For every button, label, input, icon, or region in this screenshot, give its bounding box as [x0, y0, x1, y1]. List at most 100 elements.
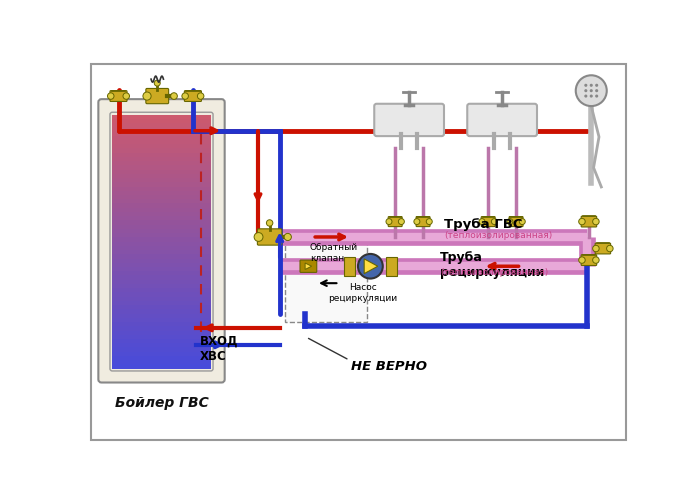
FancyBboxPatch shape [146, 88, 169, 104]
Circle shape [254, 233, 263, 242]
Bar [112, 288, 211, 293]
FancyBboxPatch shape [595, 243, 610, 254]
Bar [112, 238, 211, 242]
Text: (теплоизолированная): (теплоизолированная) [440, 268, 548, 277]
Circle shape [575, 75, 607, 106]
Circle shape [593, 257, 599, 263]
Text: Труба ГВС: Труба ГВС [444, 218, 522, 231]
Bar [112, 221, 211, 225]
Bar [112, 242, 211, 246]
Circle shape [595, 89, 598, 92]
Bar [112, 335, 211, 339]
Bar [112, 204, 211, 208]
FancyBboxPatch shape [258, 229, 282, 245]
Polygon shape [364, 259, 378, 273]
Bar [112, 271, 211, 276]
Bar [112, 263, 211, 267]
Circle shape [595, 94, 598, 98]
Bar [112, 165, 211, 170]
Bar [112, 208, 211, 213]
Circle shape [479, 219, 485, 225]
Circle shape [123, 93, 130, 99]
Circle shape [507, 219, 513, 225]
Bar [112, 115, 211, 119]
Circle shape [386, 219, 392, 225]
Bar [112, 191, 211, 196]
Bar [112, 174, 211, 179]
Text: ВХОД
ХВС: ВХОД ХВС [200, 335, 239, 363]
Text: Бойлер ГВС: Бойлер ГВС [115, 396, 209, 410]
FancyBboxPatch shape [509, 217, 523, 227]
Bar [112, 233, 211, 238]
Circle shape [584, 84, 587, 87]
FancyBboxPatch shape [581, 216, 596, 227]
Bar [112, 157, 211, 162]
Bar [112, 352, 211, 356]
Bar [112, 229, 211, 234]
FancyBboxPatch shape [98, 99, 225, 383]
Circle shape [579, 257, 585, 263]
Bar [112, 140, 211, 145]
Bar [112, 250, 211, 254]
Circle shape [414, 219, 420, 225]
Circle shape [579, 219, 585, 225]
Bar [112, 254, 211, 259]
Text: Обратный
клапан: Обратный клапан [310, 243, 358, 262]
Bar [112, 318, 211, 322]
FancyBboxPatch shape [300, 260, 316, 272]
Bar [112, 284, 211, 288]
FancyBboxPatch shape [386, 257, 397, 275]
Bar [112, 356, 211, 361]
Bar [112, 292, 211, 297]
Bar [112, 170, 211, 174]
Circle shape [584, 89, 587, 92]
Bar [112, 153, 211, 157]
FancyBboxPatch shape [581, 254, 596, 265]
Circle shape [171, 93, 177, 99]
Bar [112, 127, 211, 132]
Bar [112, 187, 211, 191]
Bar [112, 195, 211, 200]
Bar [112, 343, 211, 348]
Bar [112, 280, 211, 284]
Bar [112, 305, 211, 310]
Bar [112, 199, 211, 204]
Bar [112, 132, 211, 136]
Bar [112, 275, 211, 280]
Bar [112, 212, 211, 217]
Text: Труба
рециркуляции: Труба рециркуляции [440, 251, 545, 279]
Bar [112, 225, 211, 229]
Circle shape [398, 219, 405, 225]
FancyBboxPatch shape [344, 257, 355, 275]
Bar [112, 246, 211, 250]
Circle shape [584, 94, 587, 98]
Bar [112, 267, 211, 271]
Circle shape [182, 93, 188, 99]
Bar [112, 136, 211, 140]
Circle shape [426, 219, 433, 225]
Bar [112, 322, 211, 327]
Bar [112, 178, 211, 183]
Circle shape [154, 80, 160, 86]
Circle shape [491, 219, 498, 225]
Bar [112, 119, 211, 123]
Circle shape [607, 246, 613, 252]
FancyBboxPatch shape [389, 217, 402, 227]
FancyBboxPatch shape [374, 104, 444, 136]
Bar [112, 339, 211, 344]
FancyBboxPatch shape [184, 91, 202, 101]
Bar [112, 347, 211, 352]
Bar [112, 301, 211, 305]
Bar [112, 326, 211, 331]
Circle shape [593, 219, 599, 225]
Circle shape [519, 219, 525, 225]
Bar [285, 241, 367, 322]
Circle shape [284, 234, 291, 241]
Bar [112, 258, 211, 263]
Circle shape [197, 93, 204, 99]
Bar [112, 148, 211, 153]
Bar [112, 216, 211, 221]
Circle shape [589, 89, 593, 92]
Bar [112, 296, 211, 301]
Circle shape [358, 254, 383, 278]
